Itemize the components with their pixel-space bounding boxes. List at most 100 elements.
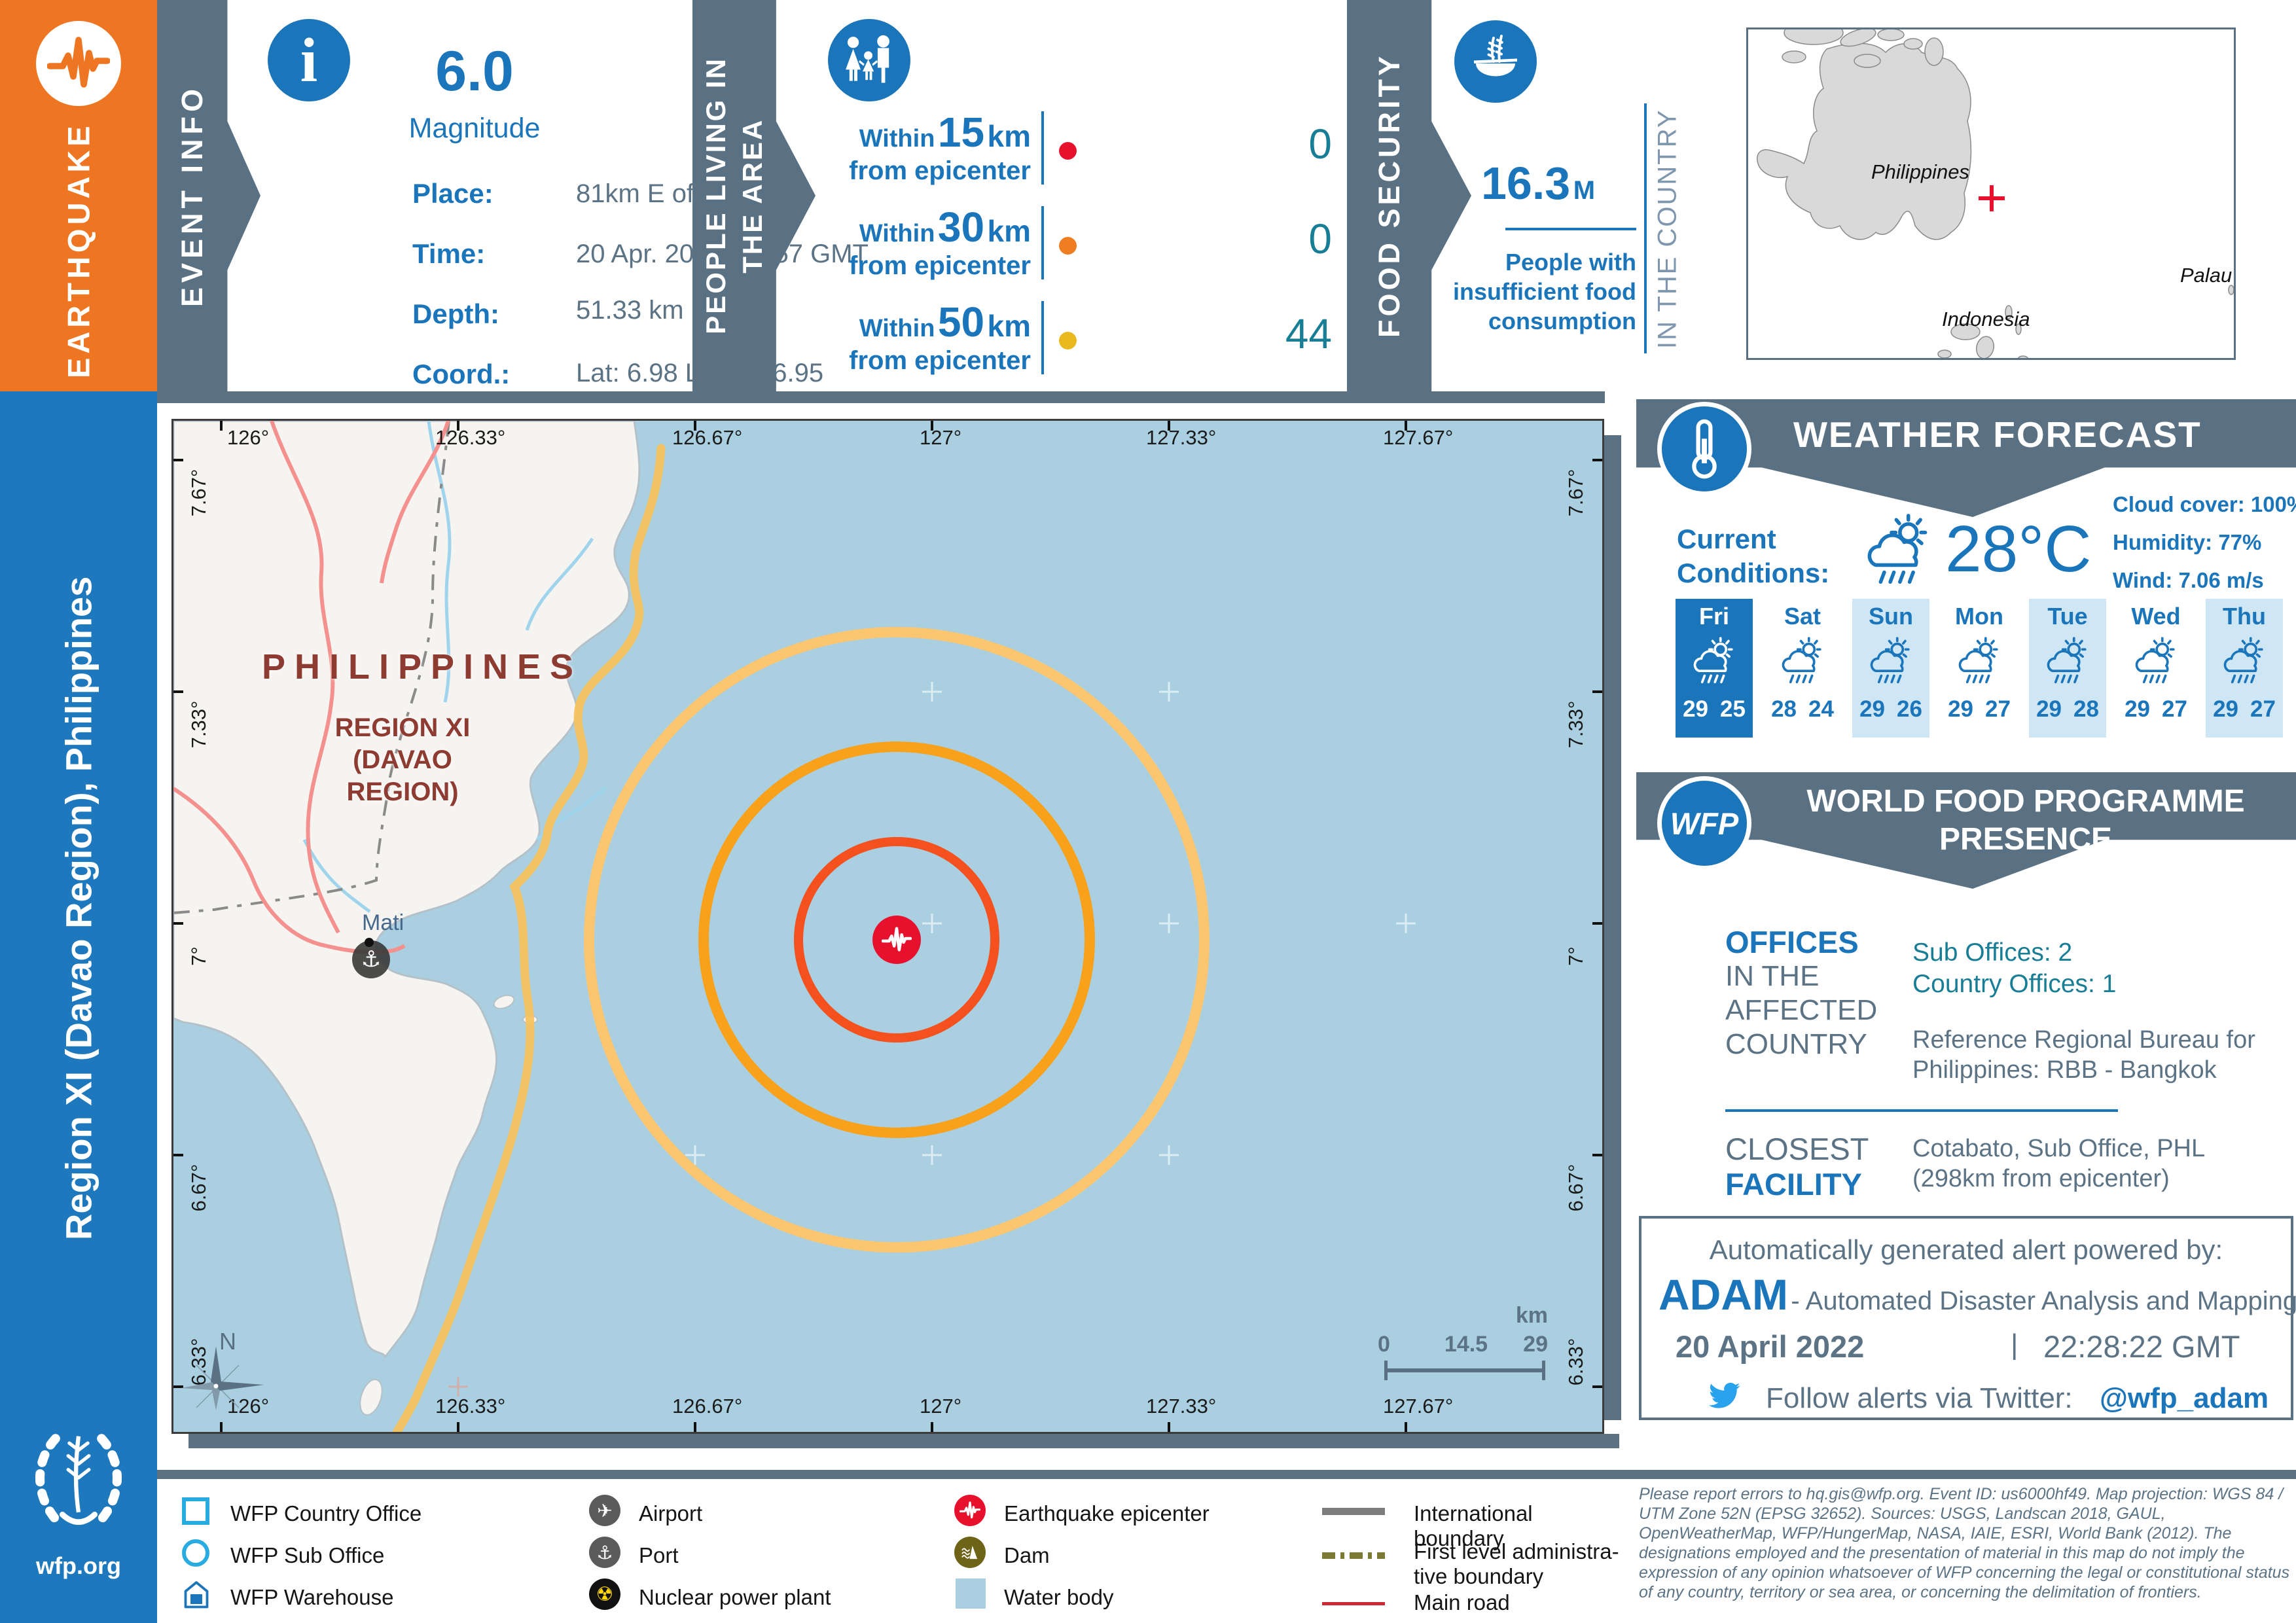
impact-rings	[584, 627, 1210, 1253]
divider	[1725, 1109, 2118, 1112]
count-15km: 0	[1308, 120, 1332, 168]
country-label: PHILIPPINES	[261, 647, 583, 687]
adam-powered-label: Automatically generated alert powered by…	[1709, 1234, 2223, 1265]
scale-unit: km	[1515, 1303, 1548, 1328]
thermometer-icon	[1657, 402, 1751, 496]
minimap-indonesia-label: Indonesia	[1942, 308, 2030, 330]
hazard-label: EARTHQUAKE	[61, 122, 96, 379]
epicenter-cross-icon	[1979, 185, 2005, 211]
facility-label: FACILITY	[1725, 1167, 1862, 1202]
compass-icon	[181, 1346, 264, 1411]
dot-50km	[1059, 332, 1077, 349]
forecast-day-tue[interactable]: Tue 29 28	[2029, 599, 2106, 738]
region-banner: Region XI (Davao Region), Philippines wf…	[0, 391, 157, 1623]
lon-label: 127°	[920, 426, 962, 449]
food-desc: People with insufficient food consumption	[1453, 249, 1636, 334]
forecast-strip: Fri 29 25 Sat 28 24 Sun 29 26 Mon 29 27 Tue …	[1676, 599, 2294, 738]
reference-bureau: Reference Regional Bureau for Philippines…	[1912, 1026, 2255, 1084]
water-body-icon	[956, 1578, 986, 1609]
adam-name-line: ADAM - Automated Disaster Analysis and M…	[1659, 1270, 2296, 1319]
twitter-icon	[1708, 1382, 1740, 1408]
magnitude-value: 6.0	[435, 40, 514, 103]
minimap-palau-label: Palau	[2180, 264, 2233, 287]
legend: WFP Country Office WFP Sub Office WFP Wa…	[157, 1479, 1619, 1623]
lon-label: 127°	[920, 1395, 962, 1418]
info-icon: i	[263, 14, 355, 106]
current-weather-icon	[1860, 512, 1937, 594]
count-50km: 44	[1285, 310, 1332, 357]
food-icon	[1450, 16, 1541, 107]
wfp-circle-logo: WFP	[1657, 776, 1751, 870]
offices-label: OFFICES	[1725, 925, 1859, 959]
sub-offices-count: Sub Offices: 2	[1912, 938, 2073, 967]
forecast-day-mon[interactable]: Mon 29 27	[1948, 603, 2011, 722]
forecast-day-sun[interactable]: Sun 29 26	[1852, 599, 1929, 738]
section-people: PEOPLE LIVING IN THE AREA	[692, 0, 816, 391]
scale-mid: 14.5	[1444, 1332, 1488, 1357]
earthquake-icon	[36, 21, 121, 106]
people-row-15km: Within 15 km from epicenter 0	[849, 109, 1332, 185]
divider	[157, 1470, 2296, 1479]
weather-title: WEATHER FORECAST	[1793, 414, 2202, 455]
separator: |	[2011, 1329, 2018, 1361]
adam-box: Automatically generated alert powered by…	[1639, 1216, 2296, 1420]
offices-sub-label: IN THE AFFECTED COUNTRY	[1725, 960, 1878, 1060]
map-shadow-bottom	[188, 1434, 1619, 1448]
main-road-icon	[1322, 1602, 1385, 1605]
lon-label: 126°	[227, 426, 270, 449]
wfp-warehouse-icon	[184, 1581, 209, 1609]
legend-label: Water body	[1004, 1585, 1114, 1609]
forecast-day-thu[interactable]: Thu 29 27	[2206, 599, 2283, 738]
legend-label: Dam	[1004, 1543, 1050, 1567]
lon-label: 127.33°	[1146, 426, 1217, 449]
lat-label: 7°	[187, 946, 210, 966]
presence-title: WORLD FOOD PROGRAMME PRESENCE	[1806, 784, 2245, 857]
twitter-handle-link[interactable]: @wfp_adam	[2100, 1382, 2269, 1414]
closest-label: CLOSEST	[1725, 1132, 1869, 1166]
closest-facility-value: Cotabato, Sub Office, PHL (298km from epi…	[1912, 1135, 2206, 1192]
coord-label: Coord.:	[412, 359, 511, 389]
wfp-site-label: wfp.org	[36, 1552, 121, 1579]
adam-date: 20 April 2022	[1676, 1329, 1865, 1364]
legend-label: First level administra-tive boundary	[1414, 1539, 1619, 1588]
city-dot	[365, 938, 374, 947]
airport-icon: ✈	[589, 1495, 620, 1526]
disclaimer: Please report errors to hq.gis@wfp.org. …	[1639, 1485, 2290, 1601]
lon-label: 126.33°	[435, 426, 506, 449]
people-row-30km: Within 30 km from epicenter 0	[849, 204, 1332, 280]
admin-boundary	[173, 421, 450, 914]
map-canvas	[173, 421, 1602, 1432]
lon-label: 127.33°	[1146, 1395, 1217, 1418]
people-row-50km: Within 50 km from epicenter 44	[849, 298, 1332, 375]
depth-label: Depth:	[412, 298, 499, 329]
adam-time: 22:28:22 GMT	[2043, 1329, 2240, 1364]
lon-label: 126.67°	[672, 1395, 743, 1418]
landmass	[173, 421, 641, 1359]
forecast-day-wed[interactable]: Wed 29 27	[2125, 603, 2187, 722]
legend-label: Port	[639, 1543, 679, 1567]
legend-label: International boundary	[1414, 1501, 1533, 1550]
hazard-banner: EARTHQUAKE	[0, 0, 157, 391]
depth-value: 51.33 km	[576, 296, 684, 325]
forecast-day-sat[interactable]: Sat 28 24	[1771, 603, 1834, 722]
intl-boundary-icon	[1322, 1508, 1385, 1515]
dam-icon	[954, 1537, 986, 1568]
people-icon	[823, 14, 915, 106]
divider	[1505, 228, 1636, 230]
epicenter-icon	[954, 1495, 986, 1526]
forecast-day-fri[interactable]: Fri 29 25	[1676, 599, 1753, 738]
legend-label: WFP Warehouse	[230, 1585, 394, 1609]
admin-boundary-icon	[1322, 1552, 1385, 1559]
map-shadow-right	[1604, 435, 1621, 1420]
lat-label: 7°	[1564, 946, 1587, 966]
dot-30km	[1059, 237, 1077, 255]
event-info-label: EVENT INFO	[175, 84, 209, 308]
north-label: N	[219, 1328, 236, 1355]
wfp-sub-office-icon	[182, 1539, 209, 1567]
current-temp: 28°C	[1945, 512, 2092, 586]
main-map[interactable]: 126° 126.33° 126.67° 127° 127.33° 127.67…	[171, 419, 1604, 1434]
graticule-plus-marks	[685, 682, 1416, 1165]
minimap-country-label: Philippines	[1871, 160, 1969, 183]
current-conditions-label: Current Conditions:	[1677, 524, 1830, 588]
